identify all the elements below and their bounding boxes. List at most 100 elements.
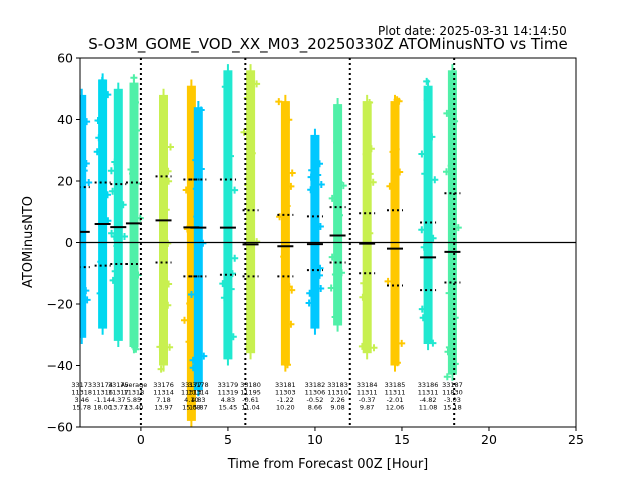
orbit-stat-label: 33176 [153, 381, 174, 389]
orbit-stat-label: 11318 [124, 389, 145, 397]
orbit-stat-label: 33186 [418, 381, 439, 389]
scatter-point [110, 233, 118, 241]
scatter-point [317, 285, 325, 292]
scatter-point [398, 339, 406, 347]
scatter-point [339, 182, 347, 190]
orbit-stat-label: 8.66 [308, 404, 322, 412]
orbit-stat-label: 12.06 [386, 404, 405, 412]
orbit-stat-label: 33181 [275, 381, 296, 389]
reference-lines [80, 58, 576, 427]
scatter-point [200, 352, 208, 360]
orbit-stat-label: -1.14 [94, 396, 111, 404]
orbit-stat-label: 5.85 [127, 396, 141, 404]
scatter-points [80, 64, 462, 427]
y-tick-label: 0 [65, 235, 73, 250]
scatter-point [85, 179, 93, 186]
orbit-stat-label: 2.26 [330, 396, 344, 404]
orbit-stat-label: 11311 [357, 389, 378, 397]
scatter-point [443, 168, 450, 176]
scatter-point [229, 333, 237, 341]
orbit-stat-label: 11314 [188, 389, 209, 397]
orbit-stat-label: 33184 [357, 381, 378, 389]
orbit-stat-label: 33177 [181, 381, 202, 389]
scatter-point [156, 343, 164, 351]
orbit-stat-label: 11319 [218, 389, 239, 397]
scatter-point [338, 269, 345, 277]
scatter-point [165, 177, 173, 185]
orbit-stat-label: -0.61 [242, 396, 259, 404]
scatter-point [420, 243, 428, 251]
scatter-point [305, 299, 313, 307]
scatter-point [164, 239, 172, 247]
x-tick-label: 5 [224, 432, 232, 447]
scatter-point [443, 109, 451, 117]
scatter-point [93, 148, 101, 156]
scatter-point [111, 158, 119, 166]
scatter-point [384, 277, 392, 285]
scatter-point [328, 253, 336, 261]
orbit-stat-label: 9.87 [360, 404, 374, 412]
y-tick-label: −40 [47, 358, 73, 373]
orbit-stat-label: 9.08 [330, 404, 344, 412]
scatter-point [431, 176, 439, 184]
scatter-point [287, 182, 295, 190]
scatter-point [454, 224, 462, 232]
x-axis: 0 5 10 15 20 25 [137, 427, 584, 447]
scatter-point [231, 186, 239, 194]
scatter-point [419, 314, 427, 322]
x-tick-label: 20 [481, 432, 497, 447]
scatter-point [429, 339, 437, 347]
orbit-stat-label: 15.18 [443, 404, 462, 412]
orbit-stat-label: 13.77 [109, 404, 128, 412]
orbit-stat-label: 4.83 [221, 396, 235, 404]
orbit-stat-label: 13.97 [154, 404, 173, 412]
scatter-point [253, 80, 261, 88]
scatter-point [82, 160, 90, 167]
orbit-stat-label: -0.37 [359, 396, 376, 404]
scatter-point [443, 373, 451, 381]
x-axis-label: Time from Forecast 00Z [Hour] [227, 457, 429, 472]
orbit-stat-label: 11313 [181, 389, 202, 397]
y-axis-label: ATOMinusNTO [21, 196, 36, 288]
orbit-stat-label: 11316 [92, 389, 113, 397]
scatter-point [189, 356, 197, 364]
orbit-stat-label: 11.08 [419, 404, 438, 412]
orbit-stat-label: 33180 [240, 381, 261, 389]
orbit-stat-label: 11.04 [241, 404, 260, 412]
scatter-point [428, 133, 436, 141]
scatter-point [109, 276, 117, 284]
orbit-stat-label: 11311 [385, 389, 406, 397]
scatter-point [119, 201, 127, 209]
scatter-point [418, 150, 426, 158]
orbit-stat-label: -3.03 [444, 396, 461, 404]
orbit-stat-label: 11830 [442, 389, 463, 397]
orbit-stat-label: 15.08 [182, 404, 201, 412]
scatter-point [288, 169, 296, 177]
scatter-point [328, 194, 336, 202]
scatter-point [104, 91, 112, 99]
scatter-point [164, 301, 172, 309]
scatter-point [396, 168, 404, 176]
scatter-point [285, 283, 293, 291]
scatter-point [276, 213, 284, 221]
orbit-stat-label: Average [121, 381, 148, 389]
orbit-stat-label: 13.40 [125, 404, 144, 412]
scatter-point [370, 344, 378, 352]
scatter-point [362, 150, 370, 158]
scatter-point [316, 264, 324, 272]
scatter-point [121, 233, 128, 240]
scatter-point [444, 348, 452, 356]
orbit-stat-label: 11306 [305, 389, 326, 397]
plot-date: Plot date: 2025-03-31 14:14:50 [378, 24, 567, 38]
x-tick-label: 10 [307, 432, 323, 447]
scatter-point [307, 186, 315, 194]
orbit-stat-label: 11314 [153, 389, 174, 397]
scatter-point [316, 160, 323, 168]
scatter-point [285, 116, 293, 124]
orbit-stat-label: 4.83 [191, 396, 205, 404]
scatter-point [165, 280, 173, 288]
orbit-stat-label: -2.01 [387, 396, 404, 404]
orbit-stat-label: 33173 [71, 381, 92, 389]
orbit-stat-label: 15.87 [189, 404, 208, 412]
